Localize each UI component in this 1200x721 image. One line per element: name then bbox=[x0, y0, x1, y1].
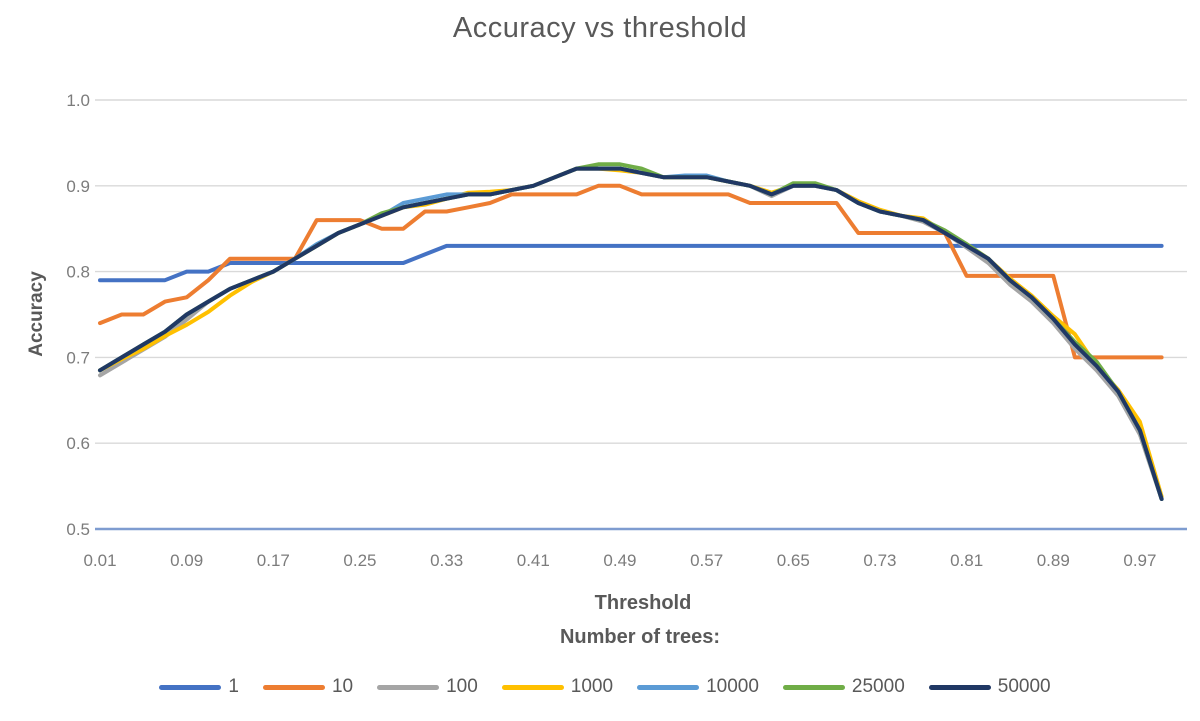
legend-label: 1000 bbox=[570, 676, 614, 697]
legend-line-swatch bbox=[782, 684, 845, 690]
series-line-100 bbox=[98, 166, 1164, 501]
svg-text:0.6: 0.6 bbox=[66, 434, 90, 453]
legend-item: 50000 bbox=[928, 676, 1051, 698]
legend-title: Number of trees: bbox=[559, 626, 721, 648]
svg-text:0.17: 0.17 bbox=[257, 551, 290, 570]
data-series-lines bbox=[98, 162, 1164, 501]
svg-text:0.7: 0.7 bbox=[66, 348, 90, 367]
svg-text:0.25: 0.25 bbox=[343, 551, 376, 570]
series-line-25000 bbox=[98, 162, 1164, 501]
y-axis-title: Accuracy bbox=[26, 271, 47, 357]
series-line-1 bbox=[98, 243, 1164, 283]
legend-item: 10000 bbox=[637, 676, 759, 698]
svg-text:0.65: 0.65 bbox=[777, 551, 810, 570]
legend-line-swatch bbox=[637, 684, 700, 690]
svg-text:0.33: 0.33 bbox=[430, 551, 463, 570]
legend-line-swatch bbox=[262, 684, 325, 690]
svg-text:0.57: 0.57 bbox=[690, 551, 723, 570]
legend: 1 10 100 1000 10000 25000 50000 bbox=[0, 676, 1200, 698]
legend-line-swatch bbox=[377, 684, 440, 690]
y-axis-tick-labels: 1.0 0.9 0.8 0.7 0.6 0.5 bbox=[66, 91, 90, 539]
legend-label: 50000 bbox=[997, 676, 1051, 697]
gridlines bbox=[95, 99, 1187, 531]
legend-item: 1000 bbox=[501, 676, 614, 698]
legend-label: 25000 bbox=[851, 676, 905, 697]
legend-label: 10000 bbox=[706, 676, 759, 697]
svg-text:0.5: 0.5 bbox=[66, 520, 90, 539]
svg-text:0.9: 0.9 bbox=[66, 177, 90, 196]
legend-item: 100 bbox=[377, 676, 478, 698]
legend-item: 10 bbox=[262, 676, 354, 698]
legend-label: 1 bbox=[228, 676, 239, 697]
legend-item: 1 bbox=[159, 676, 239, 698]
svg-text:0.89: 0.89 bbox=[1037, 551, 1070, 570]
svg-text:0.01: 0.01 bbox=[83, 551, 116, 570]
legend-label: 100 bbox=[446, 676, 478, 697]
svg-text:0.8: 0.8 bbox=[66, 263, 90, 282]
series-line-10 bbox=[98, 183, 1164, 360]
svg-text:0.41: 0.41 bbox=[517, 551, 550, 570]
legend-line-swatch bbox=[928, 684, 991, 690]
svg-text:0.73: 0.73 bbox=[863, 551, 896, 570]
series-line-1000 bbox=[98, 166, 1164, 499]
svg-text:1.0: 1.0 bbox=[66, 91, 90, 110]
legend-label: 10 bbox=[331, 676, 354, 697]
svg-text:0.97: 0.97 bbox=[1123, 551, 1156, 570]
chart-title: Accuracy vs threshold bbox=[452, 12, 748, 44]
series-line-50000 bbox=[98, 166, 1164, 501]
x-axis-tick-labels: 0.01 0.09 0.17 0.25 0.33 0.41 0.49 0.57 0.65 0.73… bbox=[83, 551, 1156, 570]
legend-line-swatch bbox=[159, 684, 222, 690]
series-line-10000 bbox=[98, 166, 1164, 501]
x-axis-title: Threshold bbox=[594, 592, 692, 614]
svg-text:0.09: 0.09 bbox=[170, 551, 203, 570]
svg-text:0.49: 0.49 bbox=[603, 551, 636, 570]
svg-text:0.81: 0.81 bbox=[950, 551, 983, 570]
legend-line-swatch bbox=[501, 684, 564, 690]
legend-item: 25000 bbox=[782, 676, 905, 698]
